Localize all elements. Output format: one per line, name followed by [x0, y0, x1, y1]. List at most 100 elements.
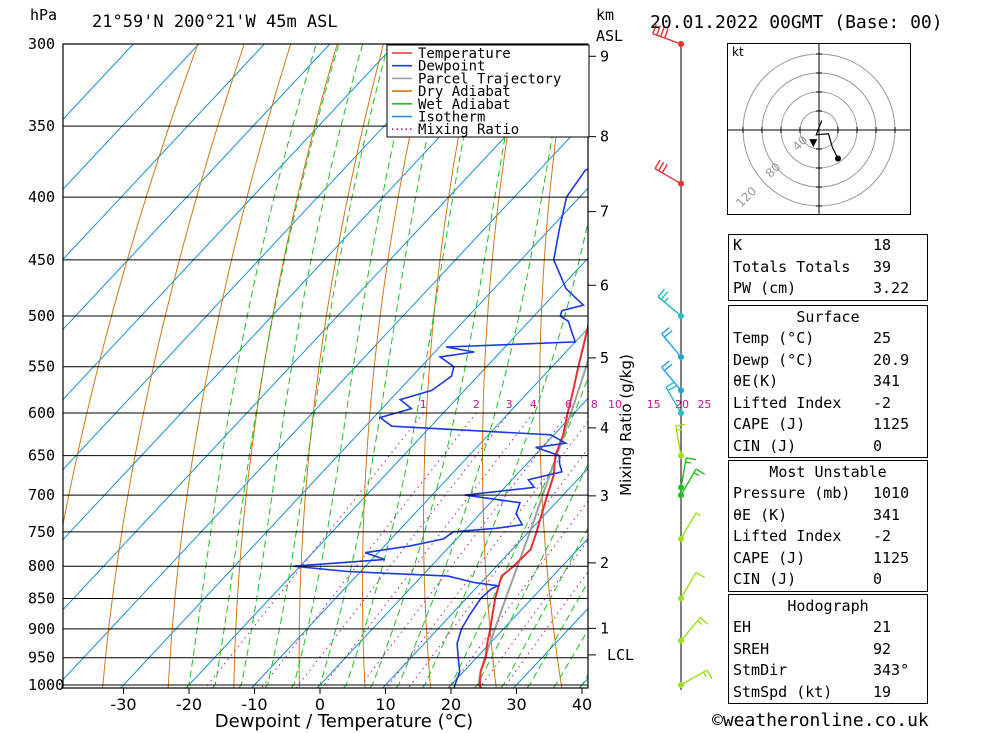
isotherm-line — [63, 44, 265, 261]
row-value: 25 — [873, 329, 892, 347]
wind-barb — [678, 512, 702, 542]
table-row: SREH 92 — [729, 639, 927, 661]
row-label: Lifted Index — [733, 527, 842, 545]
wet-adiabat-line — [316, 44, 448, 688]
isotherm-line — [251, 327, 588, 688]
isotherm-line — [63, 117, 588, 681]
table-row: StmSpd (kt) 19 — [729, 682, 927, 704]
pressure-unit-label: hPa — [30, 6, 58, 24]
most-unstable-table: Most Unstable Pressure (mb) 1010 θE (K) 341 L… — [728, 460, 928, 592]
x-tick-label: -30 — [110, 695, 136, 714]
section-title: Most Unstable — [769, 463, 887, 481]
row-label: Temp (°C) — [733, 329, 815, 347]
x-tick-label: 0 — [315, 695, 325, 714]
table-row: θE (K) 341 — [729, 505, 927, 527]
mixing-ratio-label: 8 — [591, 398, 598, 411]
x-tick-label: -20 — [176, 695, 202, 714]
table-row: Dewp (°C) 20.9 — [729, 350, 927, 372]
row-label: SREH — [733, 639, 770, 658]
wind-barb — [678, 669, 713, 688]
x-tick-label: -10 — [241, 695, 267, 714]
height-unit-bottom: ASL — [596, 27, 624, 45]
legend-entry: Dry Adiabat — [418, 84, 511, 100]
mixing-ratio-label: 3 — [506, 398, 513, 411]
x-tick-label: 10 — [375, 695, 395, 714]
mixing-ratio-label: 6 — [565, 398, 572, 411]
table-row: CIN (J) 0 — [729, 569, 927, 591]
table-row: CAPE (J) 1125 — [729, 414, 927, 436]
legend-entry: Mixing Ratio — [418, 122, 519, 138]
x-axis-label: Dewpoint / Temperature (°C) — [215, 711, 473, 732]
wind-barb — [652, 24, 684, 47]
isotherm-line — [63, 44, 396, 401]
pressure-tick-label: 800 — [28, 557, 55, 575]
row-label: StmDir — [733, 661, 788, 679]
row-label: θE(K) — [733, 372, 779, 390]
section-title: Hodograph — [787, 597, 869, 615]
wind-barb — [657, 288, 684, 319]
pressure-tick-label: 650 — [28, 447, 55, 465]
row-value: 341 — [873, 372, 901, 390]
pressure-tick-label: 1000 — [28, 676, 64, 694]
row-label: EH — [733, 618, 752, 636]
row-value: -2 — [873, 393, 892, 412]
mixing-ratio-line — [204, 412, 424, 688]
mixing-ratio-line — [448, 500, 588, 688]
dry-adiabat-line — [940, 7, 1000, 695]
isotherm-line — [120, 187, 588, 688]
pressure-tick-label: 900 — [28, 620, 55, 638]
legend-entry: Isotherm — [418, 110, 485, 126]
row-value: 19 — [873, 682, 892, 701]
row-label: StmSpd (kt) — [733, 682, 833, 701]
row-value: -2 — [873, 527, 892, 545]
isotherm-line — [63, 44, 200, 191]
table-row: Pressure (mb) 1010 — [729, 483, 927, 505]
plot-frame — [62, 43, 589, 689]
row-label: PW (cm) — [733, 279, 797, 297]
pressure-tick-label: 400 — [28, 188, 55, 206]
height-tick-label: 4 — [600, 419, 609, 437]
row-value: 341 — [873, 505, 901, 524]
table-row: K 18 — [729, 235, 927, 257]
mixing-ratio-label: 20 — [675, 398, 689, 411]
legend-box — [386, 44, 590, 138]
wet-adiabat-line — [526, 580, 588, 688]
table-row: EH 21 — [729, 617, 927, 639]
table-row: Totals Totals 39 — [729, 257, 927, 279]
indices-table: K 18 Totals Totals 39 PW (cm) 3.22 — [728, 234, 928, 301]
pressure-tick-label: 850 — [28, 589, 55, 607]
table-row: StmDir 343° — [729, 660, 927, 682]
dewpoint-series-line — [293, 168, 588, 688]
pressure-tick-label: 600 — [28, 404, 55, 422]
row-label: Pressure (mb) — [733, 484, 851, 502]
isotherm-line — [316, 397, 588, 688]
wet-adiabat-line — [237, 44, 364, 688]
dry-adiabat-line — [167, 44, 292, 688]
wind-barb — [678, 457, 697, 491]
mixing-ratio-label: 25 — [697, 398, 711, 411]
table-row: CAPE (J) 1125 — [729, 548, 927, 570]
row-value: 18 — [873, 236, 892, 254]
legend-entry: Wet Adiabat — [418, 97, 511, 113]
mixing-ratio-label: 2 — [473, 398, 480, 411]
height-tick-label: 2 — [600, 554, 609, 572]
legend-entry: Dewpoint — [418, 59, 485, 75]
pressure-tick-label: 500 — [28, 307, 55, 325]
row-label: CIN (J) — [733, 570, 797, 588]
height-tick-label: 9 — [600, 47, 609, 65]
legend-entry: Parcel Trajectory — [418, 71, 561, 87]
dry-adiabat-line — [102, 44, 245, 688]
row-value: 3.22 — [873, 279, 910, 297]
mixing-ratio-label: 1 — [420, 398, 427, 411]
row-value: 1010 — [873, 484, 910, 502]
row-value: 343° — [873, 661, 910, 679]
datetime-title: 20.01.2022 00GMT (Base: 00) — [650, 12, 943, 33]
storm-motion-marker — [809, 139, 818, 148]
row-label: K — [733, 236, 743, 254]
location-title: 21°59'N 200°21'W 45m ASL — [92, 12, 338, 32]
table-row: PW (cm) 3.22 — [729, 278, 927, 300]
wet-adiabat-line — [211, 44, 340, 688]
pressure-tick-label: 450 — [28, 251, 55, 269]
